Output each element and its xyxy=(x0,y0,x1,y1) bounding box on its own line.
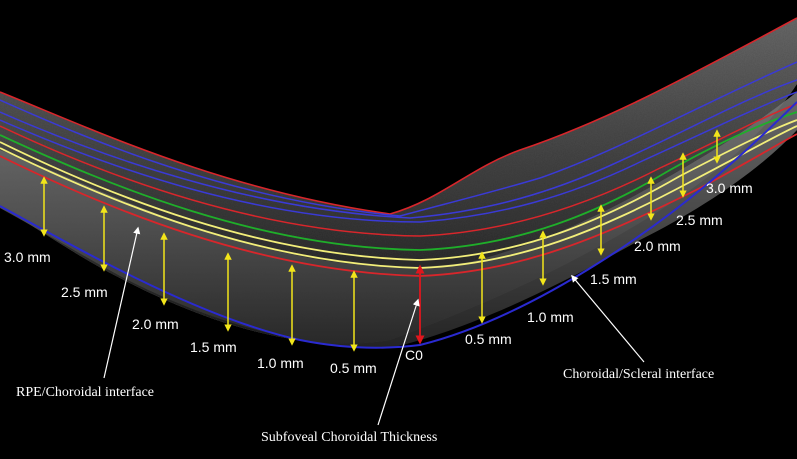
label-right-2-0: 2.0 mm xyxy=(634,238,681,254)
ilm-red-line xyxy=(0,17,797,215)
annotation-scleral-interface: Choroidal/Scleral interface xyxy=(563,367,714,382)
pointer-scleral-interface xyxy=(571,274,645,363)
label-left-0-5: 0.5 mm xyxy=(330,360,377,376)
pointer-subfoveal xyxy=(377,298,420,426)
choroid-layer xyxy=(0,92,797,349)
label-right-0-5: 0.5 mm xyxy=(465,331,512,347)
label-left-1-0: 1.0 mm xyxy=(257,355,304,371)
label-left-3-0: 3.0 mm xyxy=(4,249,51,265)
annotation-rpe-interface: RPE/Choroidal interface xyxy=(16,385,154,400)
label-left-2-5: 2.5 mm xyxy=(61,284,108,300)
retina-blue-line-2 xyxy=(0,79,797,219)
annotation-subfoveal: Subfoveal Choroidal Thickness xyxy=(261,430,437,445)
rpe-green-line xyxy=(0,111,797,251)
label-right-3-0: 3.0 mm xyxy=(706,180,753,196)
label-left-1-5: 1.5 mm xyxy=(190,339,237,355)
rpe-choroid-red-line xyxy=(0,133,797,277)
label-left-2-0: 2.0 mm xyxy=(132,316,179,332)
label-right-1-0: 1.0 mm xyxy=(527,309,574,325)
rpe-yellow-line-2 xyxy=(0,125,797,269)
retina-blue-line-3 xyxy=(0,91,797,223)
retina-blue-line-1 xyxy=(0,61,797,217)
label-right-2-5: 2.5 mm xyxy=(676,212,723,228)
pointer-rpe-interface xyxy=(103,226,141,379)
label-center-c0: C0 xyxy=(405,347,423,363)
label-right-1-5: 1.5 mm xyxy=(590,271,637,287)
